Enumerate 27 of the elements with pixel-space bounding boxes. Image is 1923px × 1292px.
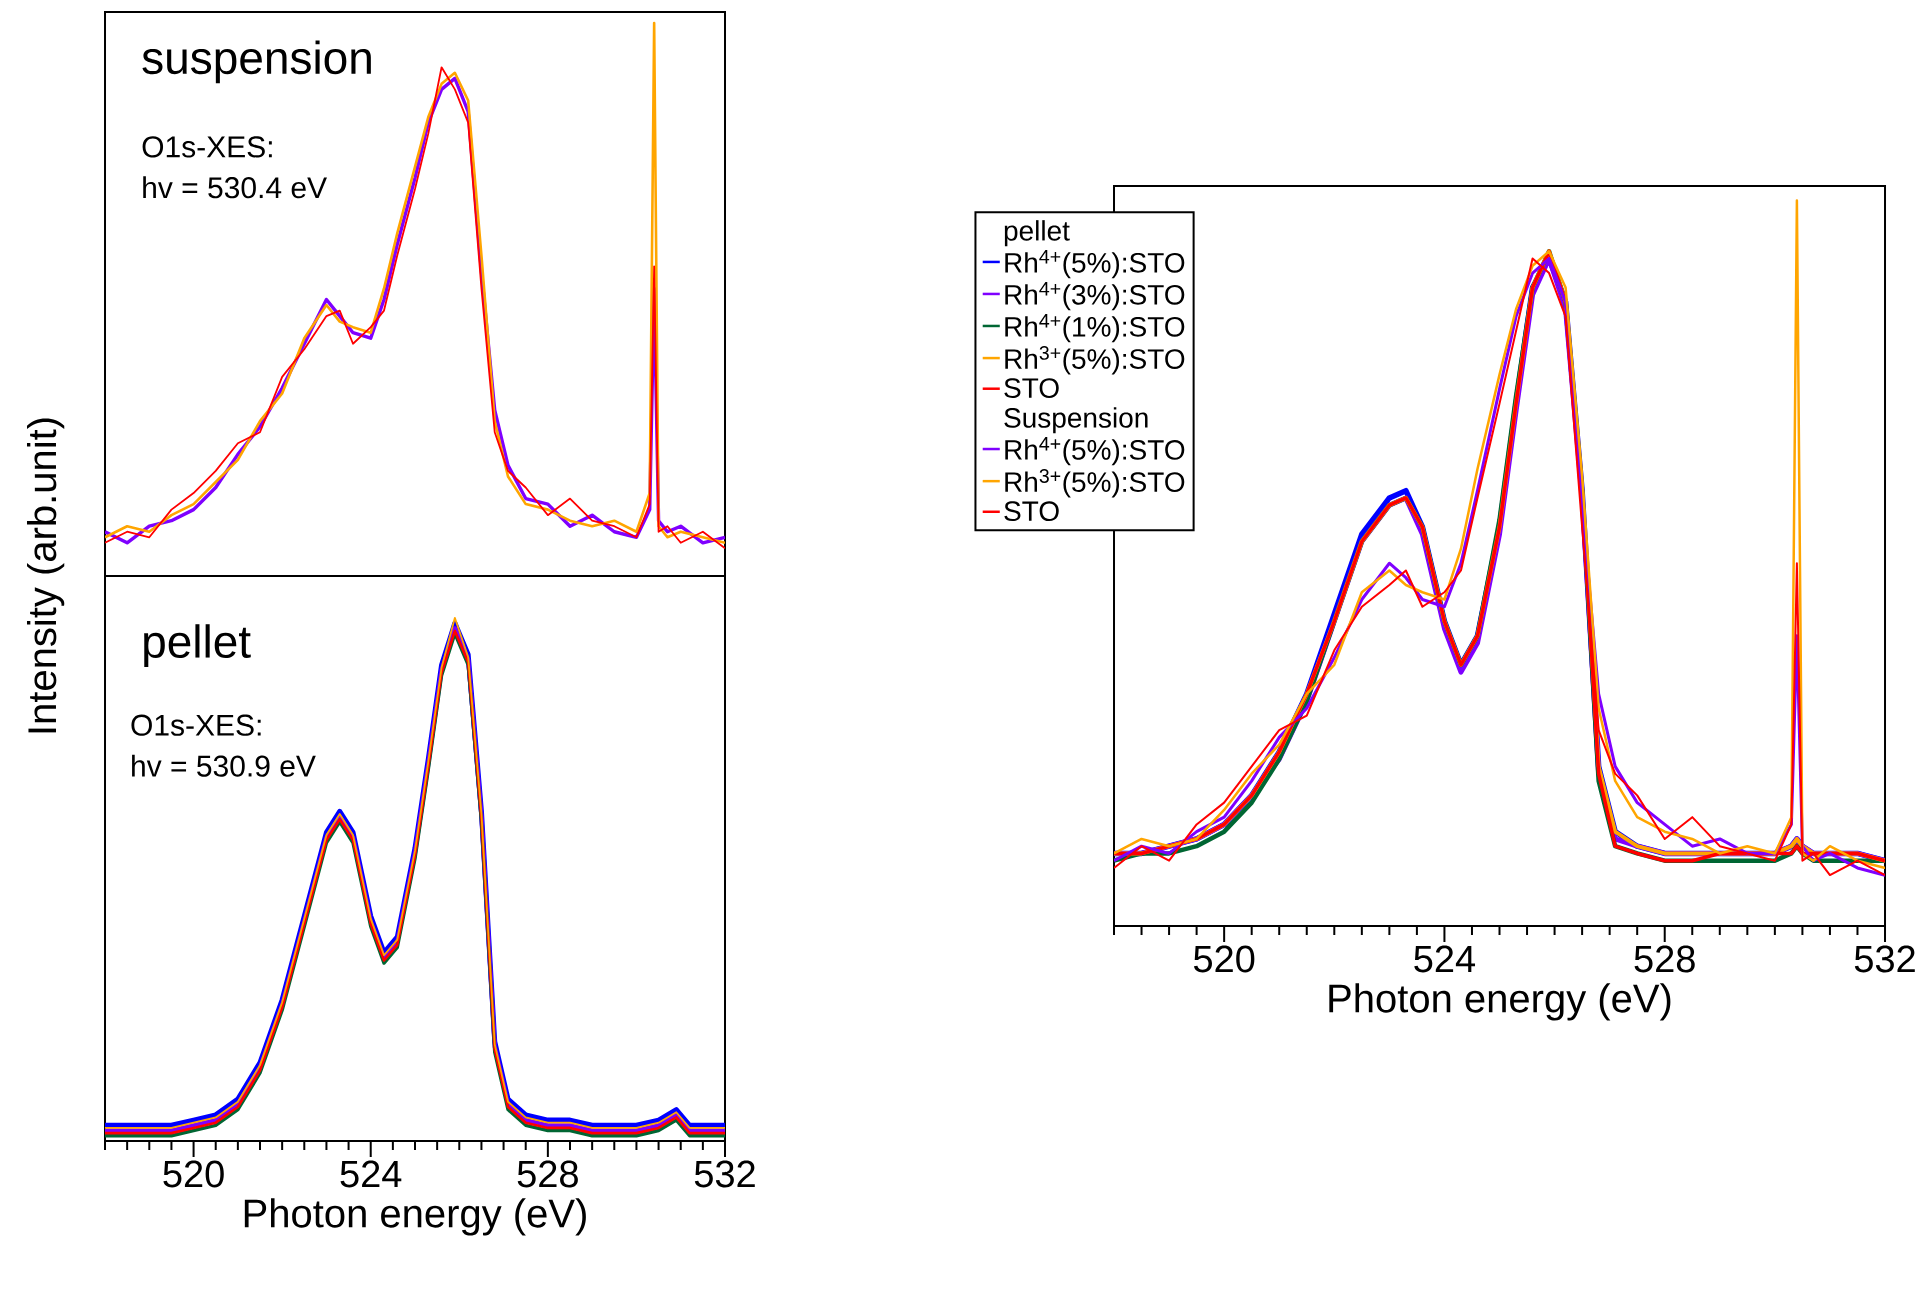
- x-tick-label: 520: [1193, 945, 1255, 973]
- legend-title: pellet: [1004, 220, 1070, 247]
- x-axis-title: Photon energy (eV): [244, 1198, 586, 1236]
- legend-label: STO: [1004, 501, 1059, 522]
- annotation: O1s-XES:: [131, 714, 261, 736]
- annotation: hv = 530.4 eV: [143, 176, 327, 199]
- x-tick-label: 532: [694, 1160, 755, 1188]
- chart-title: suspension: [142, 40, 371, 84]
- legend-label: Rh$^{3+}$(5%):STO: [1005, 469, 1185, 498]
- annotation: hv = 530.9 eV: [132, 754, 316, 777]
- x-tick-label: 532: [1854, 945, 1915, 973]
- x-tick-label: 528: [1634, 945, 1695, 973]
- annotation: Suspension: [1004, 407, 1148, 434]
- legend-label: Rh$^{4+}$(5%):STO: [1005, 437, 1185, 466]
- x-tick-label: 524: [340, 1160, 402, 1188]
- annotation: O1s-XES:: [142, 136, 272, 158]
- legend-label: Rh$^{4+}$(1%):STO: [1005, 313, 1185, 343]
- x-tick-label: 520: [163, 1160, 224, 1188]
- legend-label: Rh$^{4+}$(5%):STO: [1005, 249, 1185, 279]
- x-axis-title: Photon energy (eV): [1329, 983, 1671, 1021]
- legend-label: STO: [1004, 378, 1059, 398]
- legend-label: Rh$^{4+}$(3%):STO: [1005, 281, 1185, 311]
- legend-label: Rh$^{3+}$(5%):STO: [1005, 345, 1185, 375]
- x-tick-label: 524: [1414, 945, 1476, 973]
- y-axis-title: Intensity (arb.unit): [26, 418, 65, 733]
- x-tick-label: 528: [517, 1160, 578, 1188]
- chart-title: pellet: [144, 624, 251, 668]
